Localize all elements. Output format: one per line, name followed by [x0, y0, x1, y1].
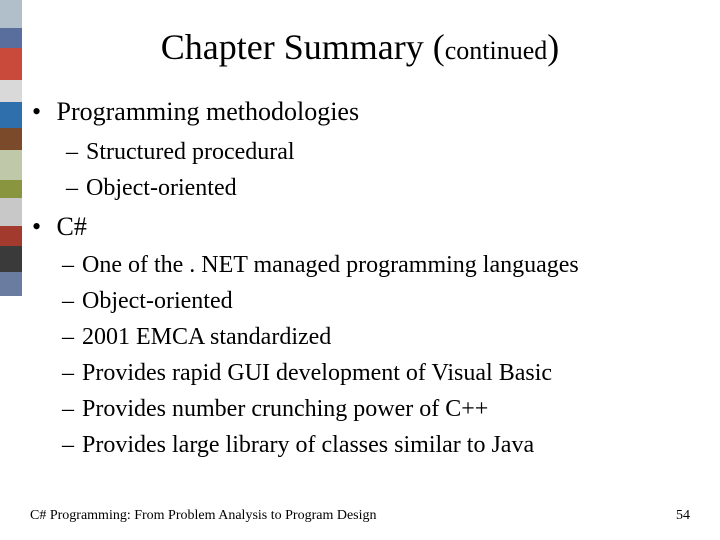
- bullet-text: C#: [57, 212, 87, 241]
- bullet-text: Object-oriented: [82, 288, 233, 314]
- bullet-text: Structured procedural: [86, 139, 295, 165]
- slide-title: Chapter Summary (continued): [30, 26, 690, 68]
- title-sub: continued: [445, 36, 548, 65]
- bullet-level2-item: Structured procedural: [66, 135, 690, 169]
- bullet-level2-item: Provides large library of classes simila…: [62, 428, 690, 462]
- bullet-level2-item: Provides rapid GUI development of Visual…: [62, 356, 690, 390]
- bullet-level1-item: C# One of the . NET managed programming …: [36, 209, 690, 462]
- footer-left-text: C# Programming: From Problem Analysis to…: [30, 508, 377, 523]
- bullet-level2-item: Provides number crunching power of C++: [62, 392, 690, 426]
- title-main: Chapter Summary: [161, 27, 424, 67]
- slide: Chapter Summary (continued) Programming …: [0, 0, 720, 540]
- title-paren-open: (: [424, 27, 445, 67]
- footer-page-number: 54: [676, 508, 690, 524]
- bullet-text: Provides large library of classes simila…: [82, 432, 534, 458]
- bullet-text: Provides number crunching power of C++: [82, 396, 488, 422]
- bullet-text: Programming methodologies: [57, 97, 360, 126]
- bullet-list-level2: One of the . NET managed programming lan…: [62, 248, 690, 462]
- slide-body: Programming methodologies Structured pro…: [30, 94, 690, 462]
- bullet-level2-item: One of the . NET managed programming lan…: [62, 248, 690, 282]
- bullet-text: Object-oriented: [86, 175, 237, 201]
- bullet-level1-item: Programming methodologies Structured pro…: [36, 94, 690, 205]
- slide-footer: C# Programming: From Problem Analysis to…: [30, 508, 690, 524]
- bullet-text: 2001 EMCA standardized: [82, 324, 331, 350]
- bullet-level2-item: Object-oriented: [66, 171, 690, 205]
- bullet-level2-item: 2001 EMCA standardized: [62, 320, 690, 354]
- bullet-text: Provides rapid GUI development of Visual…: [82, 360, 552, 386]
- bullet-text: One of the . NET managed programming lan…: [82, 252, 579, 278]
- bullet-list-level2: Structured procedural Object-oriented: [66, 135, 690, 205]
- bullet-list-level1: Programming methodologies Structured pro…: [36, 94, 690, 462]
- bullet-level2-item: Object-oriented: [62, 284, 690, 318]
- title-paren-close: ): [547, 27, 559, 67]
